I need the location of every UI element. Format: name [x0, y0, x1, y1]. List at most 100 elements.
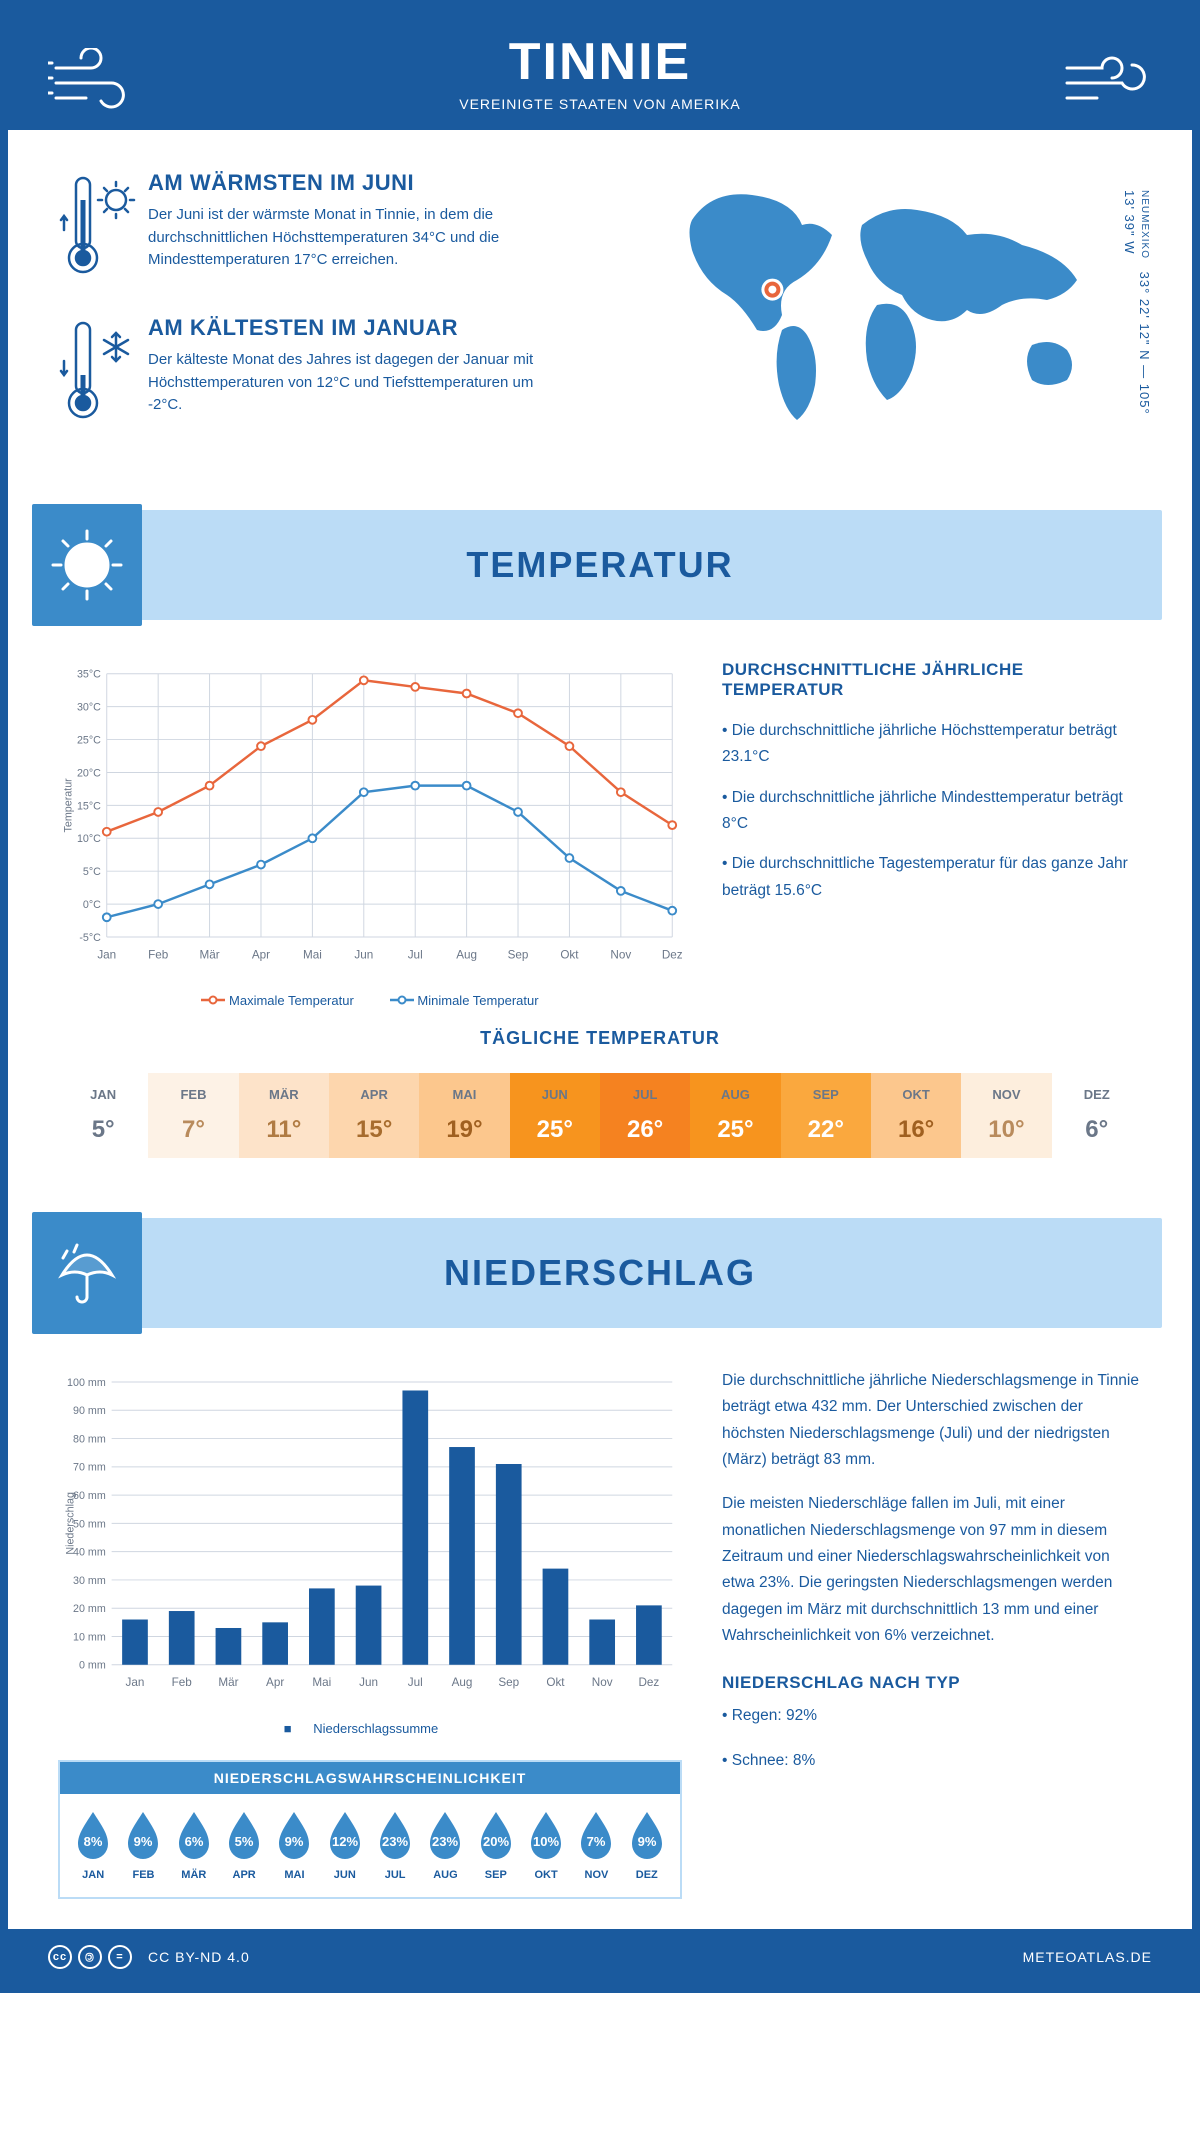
drop-cell: 23% AUG [420, 1808, 470, 1881]
sun-icon [47, 525, 127, 605]
svg-text:Sep: Sep [508, 948, 529, 961]
svg-text:Mär: Mär [199, 948, 219, 961]
fact-coldest: AM KÄLTESTEN IM JANUAR Der kälteste Mona… [58, 315, 632, 430]
svg-text:Jan: Jan [97, 948, 116, 961]
svg-text:12%: 12% [332, 1834, 358, 1849]
svg-text:Aug: Aug [452, 1676, 473, 1689]
svg-text:Jun: Jun [354, 948, 373, 961]
svg-text:9%: 9% [134, 1834, 153, 1849]
svg-text:Feb: Feb [148, 948, 169, 961]
world-map: NEUMEXIKO 33° 22' 12" N — 105° 13' 39" W [662, 170, 1142, 435]
svg-text:Jun: Jun [359, 1676, 378, 1689]
svg-text:Jul: Jul [408, 1676, 423, 1689]
svg-text:5%: 5% [235, 1834, 254, 1849]
svg-text:-5°C: -5°C [79, 932, 101, 944]
intro-section: AM WÄRMSTEN IM JUNI Der Juni ist der wär… [8, 130, 1192, 490]
precip-heading: NIEDERSCHLAG [444, 1252, 756, 1294]
svg-text:15°C: 15°C [77, 800, 101, 812]
fact-warm-text: Der Juni ist der wärmste Monat in Tinnie… [148, 204, 548, 272]
drop-cell: 5% APR [219, 1808, 269, 1881]
drop-cell: 8% JAN [68, 1808, 118, 1881]
temp-cell: AUG25° [690, 1073, 780, 1158]
svg-text:Apr: Apr [252, 948, 270, 961]
temp-heading: TEMPERATUR [466, 544, 733, 586]
temp-cell: APR15° [329, 1073, 419, 1158]
page-title: TINNIE [8, 32, 1192, 92]
temp-cell: OKT16° [871, 1073, 961, 1158]
drop-cell: 23% JUL [370, 1808, 420, 1881]
svg-text:9%: 9% [285, 1834, 304, 1849]
wind-icon [1052, 48, 1152, 118]
svg-text:Dez: Dez [662, 948, 682, 961]
svg-text:Jan: Jan [126, 1676, 145, 1689]
site-name: METEOATLAS.DE [1023, 1949, 1152, 1965]
precip-banner: NIEDERSCHLAG [38, 1218, 1162, 1328]
temp-cell: JUN25° [510, 1073, 600, 1158]
svg-text:50 mm: 50 mm [73, 1518, 106, 1530]
svg-text:9%: 9% [637, 1834, 656, 1849]
coordinates: NEUMEXIKO 33° 22' 12" N — 105° 13' 39" W [1122, 190, 1152, 435]
header: TINNIE VEREINIGTE STAATEN VON AMERIKA [8, 8, 1192, 130]
thermometer-hot-icon [58, 170, 138, 280]
svg-text:Mai: Mai [312, 1676, 331, 1689]
svg-text:Jul: Jul [408, 948, 423, 961]
svg-text:40 mm: 40 mm [73, 1547, 106, 1559]
svg-text:23%: 23% [432, 1834, 458, 1849]
svg-text:10°C: 10°C [77, 833, 101, 845]
temp-cell: NOV10° [961, 1073, 1051, 1158]
svg-text:20°C: 20°C [77, 767, 101, 779]
svg-text:Aug: Aug [456, 948, 477, 961]
temp-info: DURCHSCHNITTLICHE JÄHRLICHE TEMPERATUR •… [722, 660, 1142, 1008]
temp-chart: -5°C0°C5°C10°C15°C20°C25°C30°C35°CJanFeb… [58, 660, 682, 1008]
footer: cc🄯= CC BY-ND 4.0 METEOATLAS.DE [8, 1929, 1192, 1985]
temp-cell: DEZ6° [1052, 1073, 1142, 1158]
temp-banner: TEMPERATUR [38, 510, 1162, 620]
svg-text:Okt: Okt [546, 1676, 565, 1689]
svg-text:Apr: Apr [266, 1676, 284, 1689]
svg-text:80 mm: 80 mm [73, 1433, 106, 1445]
temp-cell: MÄR11° [239, 1073, 329, 1158]
svg-text:Nov: Nov [592, 1676, 613, 1689]
precip-info: Die durchschnittliche jährliche Niedersc… [722, 1368, 1142, 1899]
drop-cell: 6% MÄR [169, 1808, 219, 1881]
svg-text:Feb: Feb [172, 1676, 193, 1689]
drop-cell: 9% MAI [269, 1808, 319, 1881]
svg-text:90 mm: 90 mm [73, 1405, 106, 1417]
temp-cell: MAI19° [419, 1073, 509, 1158]
svg-text:Niederschlag: Niederschlag [65, 1492, 77, 1555]
svg-text:Okt: Okt [560, 948, 579, 961]
svg-text:10%: 10% [533, 1834, 559, 1849]
svg-text:7%: 7% [587, 1834, 606, 1849]
svg-text:20%: 20% [483, 1834, 509, 1849]
svg-text:Temperatur: Temperatur [63, 778, 75, 833]
svg-text:6%: 6% [184, 1834, 203, 1849]
svg-text:0°C: 0°C [83, 899, 101, 911]
drop-cell: 7% NOV [571, 1808, 621, 1881]
svg-text:60 mm: 60 mm [73, 1490, 106, 1502]
svg-text:Mär: Mär [218, 1676, 238, 1689]
drop-cell: 10% OKT [521, 1808, 571, 1881]
page-subtitle: VEREINIGTE STAATEN VON AMERIKA [8, 96, 1192, 112]
svg-text:23%: 23% [382, 1834, 408, 1849]
svg-text:Mai: Mai [303, 948, 322, 961]
precip-chart: 0 mm10 mm20 mm30 mm40 mm50 mm60 mm70 mm8… [58, 1368, 682, 1708]
license: cc🄯= CC BY-ND 4.0 [48, 1945, 250, 1969]
temp-cell: FEB7° [148, 1073, 238, 1158]
svg-text:70 mm: 70 mm [73, 1462, 106, 1474]
svg-text:8%: 8% [84, 1834, 103, 1849]
wind-icon [48, 48, 148, 118]
temp-cell: SEP22° [781, 1073, 871, 1158]
svg-text:30°C: 30°C [77, 702, 101, 714]
svg-text:30 mm: 30 mm [73, 1575, 106, 1587]
fact-cold-title: AM KÄLTESTEN IM JANUAR [148, 315, 548, 341]
thermometer-cold-icon [58, 315, 138, 425]
temp-legend: Maximale Temperatur Minimale Temperatur [58, 993, 682, 1008]
svg-text:Nov: Nov [610, 948, 631, 961]
svg-text:Dez: Dez [638, 1676, 659, 1689]
temp-cell: JAN5° [58, 1073, 148, 1158]
svg-text:20 mm: 20 mm [73, 1603, 106, 1615]
svg-text:Sep: Sep [498, 1676, 519, 1689]
precip-legend: ■ Niederschlagssumme [58, 1721, 682, 1736]
fact-warmest: AM WÄRMSTEN IM JUNI Der Juni ist der wär… [58, 170, 632, 285]
svg-text:25°C: 25°C [77, 734, 101, 746]
